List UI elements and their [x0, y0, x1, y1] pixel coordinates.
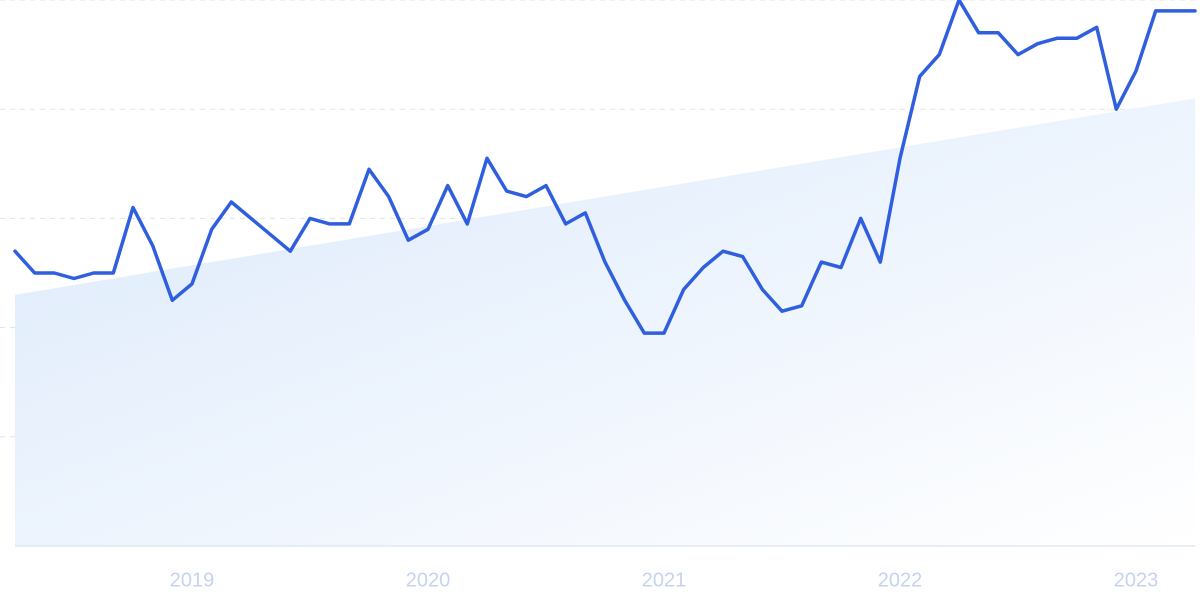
x-tick-label: 2020 — [406, 569, 451, 591]
x-tick-label: 2019 — [170, 569, 215, 591]
x-tick-label: 2021 — [642, 569, 687, 591]
x-tick-label: 2023 — [1114, 569, 1159, 591]
series-line-path — [13, 0, 1197, 335]
trend-area — [15, 98, 1195, 546]
x-tick-label: 2022 — [878, 569, 923, 591]
trend-area-fill — [15, 98, 1195, 546]
x-axis-tick-labels: 2019 2020 2021 2022 2023 — [170, 569, 1159, 591]
series-line — [13, 0, 1197, 335]
